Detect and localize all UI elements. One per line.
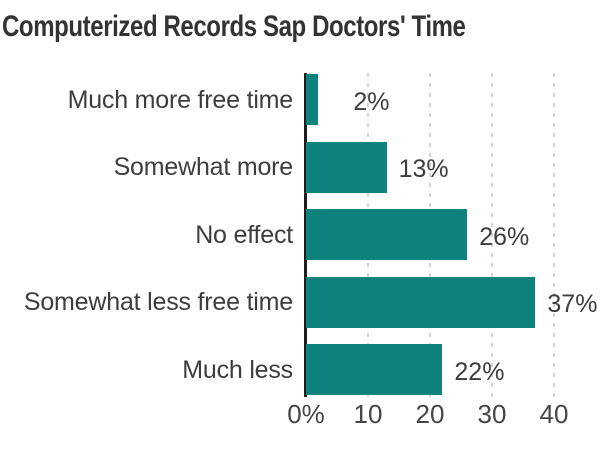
category-label-somewhat-more: Somewhat more: [113, 153, 294, 182]
bar-somewhat-more: [306, 141, 387, 193]
x-tick-label-40: 40: [539, 399, 569, 429]
category-label-somewhat-less-free-time: Somewhat less free time: [23, 288, 293, 317]
category-label-much-more-free-time: Much more free time: [67, 85, 294, 114]
chart-title: Computerized Records Sap Doctors' Time: [2, 10, 466, 43]
bar-somewhat-less-free-time: [306, 276, 536, 328]
bar-much-more-free-time: [306, 74, 319, 125]
y-axis-line: [304, 73, 307, 397]
value-label-no-effect: 26%: [479, 222, 530, 251]
value-label-somewhat-more: 13%: [398, 155, 449, 184]
value-label-much-more-free-time: 2%: [353, 87, 390, 116]
category-label-no-effect: No effect: [195, 220, 293, 249]
value-label-somewhat-less-free-time: 37%: [547, 290, 598, 319]
x-tick-label-20: 20: [415, 399, 445, 429]
gridline-40: [553, 73, 555, 397]
x-tick-label-0: 0%: [287, 399, 325, 429]
value-label-much-less: 22%: [454, 357, 505, 386]
x-tick-label-10: 10: [353, 399, 383, 429]
x-tick-label-30: 30: [477, 399, 507, 429]
gridline-30: [491, 73, 493, 397]
bar-much-less: [306, 344, 443, 396]
category-label-much-less: Much less: [182, 355, 293, 384]
bar-no-effect: [306, 209, 468, 261]
